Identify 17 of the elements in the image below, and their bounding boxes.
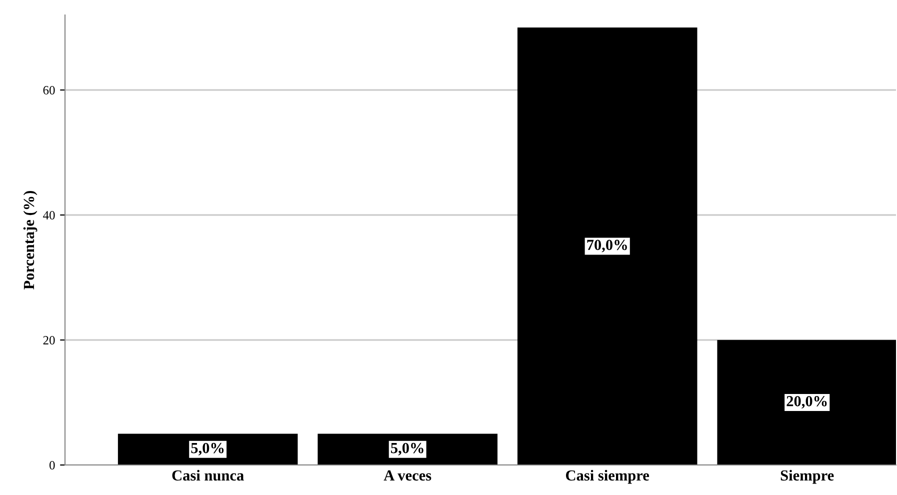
- x-tick-label: A veces: [384, 470, 432, 481]
- y-tick-label: 60: [43, 86, 55, 94]
- x-tick-label: Casi siempre: [566, 470, 650, 484]
- y-axis-title: Porcentaje (%): [23, 190, 38, 290]
- y-tick-label: 20: [43, 336, 55, 344]
- data-label: 5,0%: [191, 442, 224, 456]
- bar: [517, 28, 698, 465]
- x-tick-label: Casi nunca: [172, 470, 244, 481]
- y-tick-label: 0: [50, 461, 55, 470]
- bar: [717, 340, 896, 465]
- bar: [118, 434, 298, 465]
- data-label: 20,0%: [786, 396, 827, 409]
- y-tick-label: 40: [43, 211, 55, 220]
- data-label: 5,0%: [391, 442, 424, 456]
- data-label: 70,0%: [587, 240, 627, 252]
- bar: [318, 434, 498, 465]
- x-tick-label: Siempre: [780, 470, 834, 484]
